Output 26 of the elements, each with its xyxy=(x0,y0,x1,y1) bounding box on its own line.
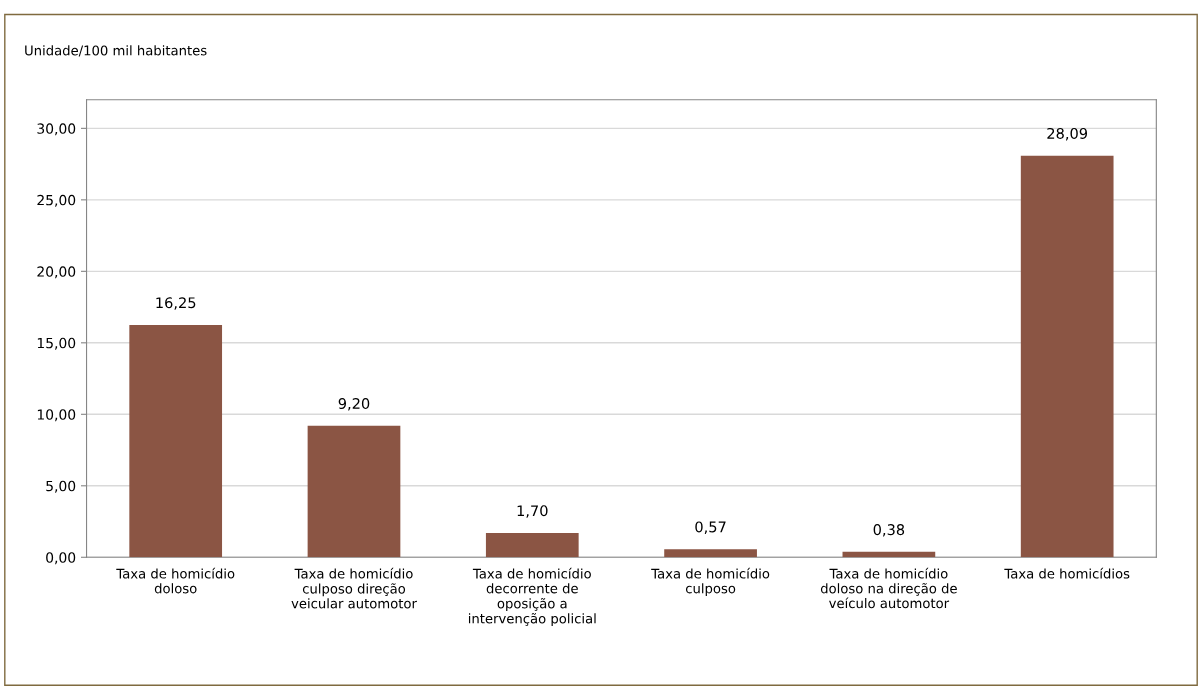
bar xyxy=(664,549,757,558)
y-tick-label: 0,00 xyxy=(46,552,76,565)
data-label: 1,70 xyxy=(517,505,548,518)
x-tick-label: Taxa de homicídio decorrente de oposição a intervenção policial xyxy=(468,567,596,627)
y-axis-title: Unidade/100 mil habitantes xyxy=(25,45,207,57)
bar xyxy=(307,425,401,558)
x-tick-label: Taxa de homicídio culposo direção veicular automotor xyxy=(291,567,417,609)
y-tick-label: 20,00 xyxy=(37,266,76,279)
y-tick-label: 25,00 xyxy=(37,194,76,207)
bar xyxy=(842,551,936,558)
y-tick-label: 15,00 xyxy=(37,337,76,350)
data-label: 28,09 xyxy=(1047,127,1088,141)
x-tick-label: Taxa de homicídio culposo xyxy=(651,567,770,596)
bar xyxy=(485,532,579,558)
x-tick-label: Taxa de homicídios xyxy=(1004,567,1130,579)
data-label: 9,20 xyxy=(338,398,370,411)
data-label: 0,57 xyxy=(695,521,726,534)
y-tick-label: 30,00 xyxy=(37,123,76,136)
x-tick-label: Taxa de homicídio doloso na direção de veículo automotor xyxy=(820,567,957,609)
bar xyxy=(129,324,223,558)
y-tick-label: 5,00 xyxy=(46,480,76,493)
x-tick-label: Taxa de homicídio doloso xyxy=(116,567,235,594)
data-label: 0,38 xyxy=(873,524,905,537)
bar xyxy=(1020,155,1114,558)
y-tick-label: 10,00 xyxy=(37,409,76,422)
data-label: 16,25 xyxy=(156,297,196,310)
